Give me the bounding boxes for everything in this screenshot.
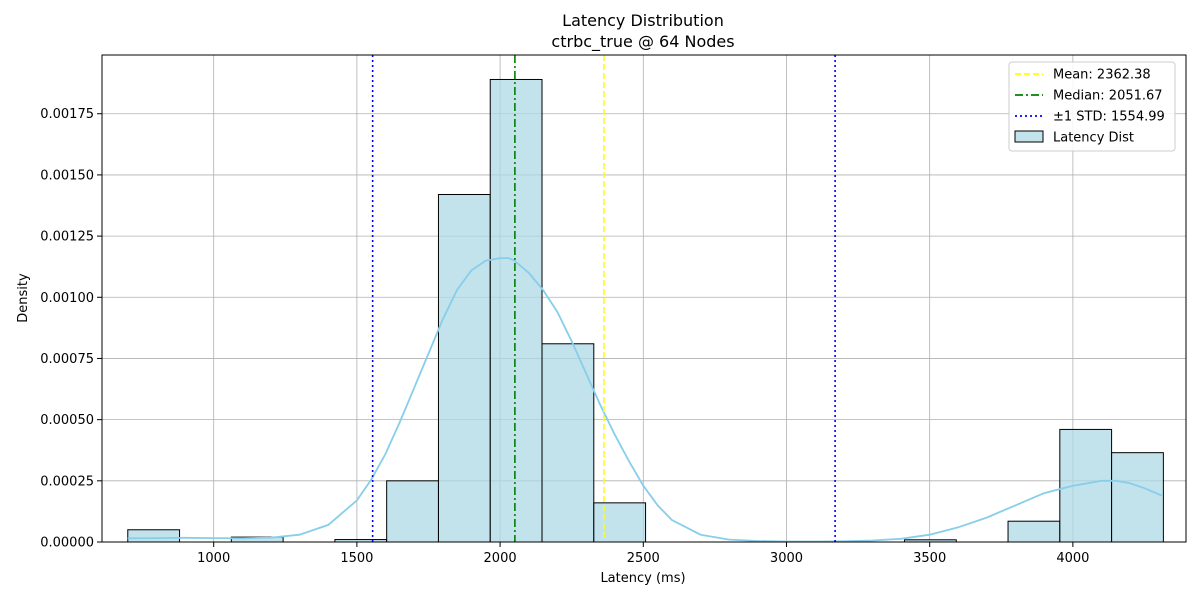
legend-entry-label: Median: 2051.67 [1053,89,1163,104]
y-tick-label: 0.00000 [40,536,94,551]
x-tick-label: 1500 [340,551,373,566]
histogram-bar [489,78,543,543]
kde-curve-layer [127,257,1163,543]
chart-subtitle: ctrbc_true @ 64 Nodes [551,32,734,52]
histogram-bar [1007,520,1061,543]
plot-area-frame [101,54,1187,543]
y-tick-label: 0.00025 [40,474,94,489]
y-tick-label: 0.00175 [40,107,94,122]
histogram-bar [1111,452,1164,543]
histogram-bar [1059,428,1113,543]
x-tick-label: 2500 [627,551,660,566]
legend: Mean: 2362.38 Median: 2051.67 ±1 STD: 1554… [1008,61,1176,152]
histogram-bar [127,529,181,543]
legend-entry-label: Mean: 2362.38 [1053,68,1151,83]
x-axis-label: Latency (ms) [600,571,685,586]
legend-box [1008,61,1176,152]
legend-bar-swatch [1014,130,1044,143]
y-tick-label: 0.00075 [40,352,94,367]
x-tick-label: 2000 [484,551,517,566]
x-tick-label: 3000 [770,551,803,566]
histogram-bar [593,502,647,543]
y-axis-label: Density [16,273,31,323]
histogram-bars [127,78,1164,543]
y-tick-label: 0.00100 [40,291,94,306]
y-tick-label: 0.00150 [40,168,94,183]
reference-lines [371,55,836,542]
histogram-bar [541,343,595,543]
grid [102,55,1186,543]
y-axis-ticks: 0.00000 0.00025 0.00050 0.00075 0.00100 0.001… [40,107,102,551]
x-tick-label: 1000 [197,551,230,566]
legend-entry-label: Latency Dist [1053,131,1134,146]
histogram-bar [386,480,439,543]
y-tick-label: 0.00125 [40,230,94,245]
legend-entry-label: ±1 STD: 1554.99 [1053,110,1165,125]
kde-curve [127,257,1163,543]
x-axis-ticks: 1000 1500 2000 2500 3000 3500 4000 [197,542,1089,566]
x-tick-label: 4000 [1056,551,1089,566]
histogram-bar [437,193,491,543]
x-tick-label: 3500 [913,551,946,566]
y-tick-label: 0.00050 [40,413,94,428]
chart-title: Latency Distribution [562,11,724,30]
